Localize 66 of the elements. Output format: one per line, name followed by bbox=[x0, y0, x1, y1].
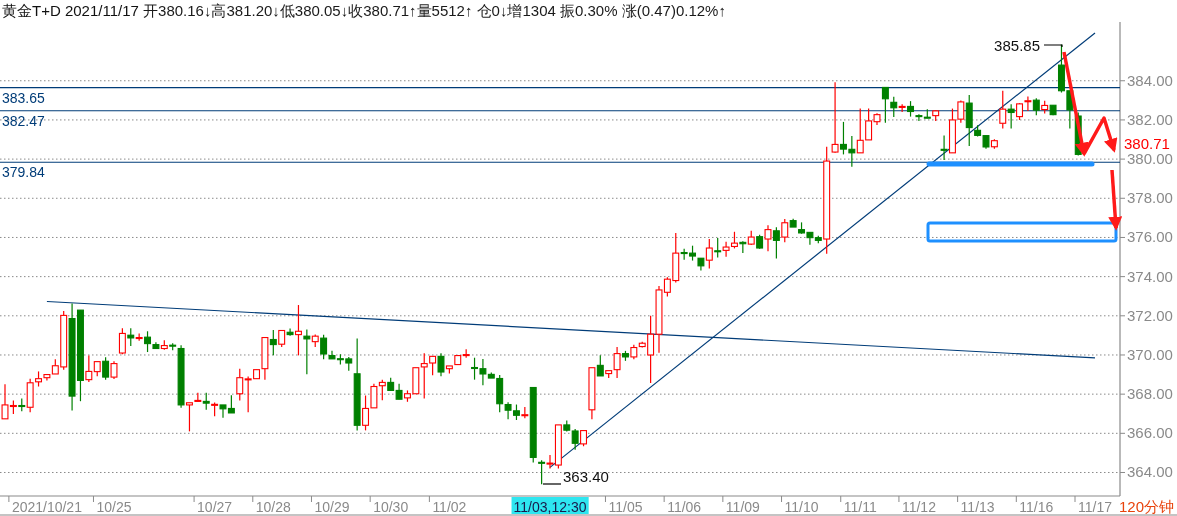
candlestick bbox=[1007, 103, 1015, 130]
candlestick bbox=[144, 330, 152, 353]
candlestick bbox=[764, 224, 772, 252]
y-tick-label: 378.00 bbox=[1127, 189, 1173, 207]
x-tick-label: 11/05 bbox=[608, 499, 643, 515]
annotation: 385.85 bbox=[994, 37, 1040, 54]
y-tick-label: 376.00 bbox=[1127, 228, 1173, 246]
y-tick-label: 366.00 bbox=[1127, 424, 1173, 442]
y-tick-label: 374.00 bbox=[1127, 267, 1173, 285]
candlestick bbox=[881, 86, 889, 124]
x-tick-label: 11/02 bbox=[432, 499, 467, 515]
y-tick-label: 364.00 bbox=[1127, 463, 1173, 481]
candlestick bbox=[85, 354, 93, 383]
candlestick bbox=[596, 354, 604, 377]
candlestick bbox=[236, 368, 244, 402]
candlestick bbox=[571, 428, 579, 451]
y-tick-label: 372.00 bbox=[1127, 306, 1173, 324]
text: 120分钟 bbox=[1118, 498, 1174, 515]
x-tick-label: 11/09 bbox=[725, 499, 761, 515]
y-tick-label: 384.00 bbox=[1127, 71, 1173, 89]
x-tick-label: 11/11 bbox=[843, 499, 877, 515]
y-tick-label: 382.00 bbox=[1127, 110, 1173, 128]
ref-line-label: 383.65 bbox=[2, 89, 46, 106]
candlestick bbox=[890, 96, 898, 118]
x-tick-label: 10/28 bbox=[255, 499, 292, 515]
x-tick-label: 10/25 bbox=[96, 499, 132, 515]
ref-line-label: 382.47 bbox=[2, 112, 46, 129]
x-tick-label: 11/17 bbox=[1078, 499, 1113, 515]
candlestick bbox=[915, 113, 923, 122]
x-tick-label: 11/13 bbox=[960, 499, 995, 515]
candlestick bbox=[294, 304, 302, 356]
candlestick bbox=[714, 237, 722, 259]
chart-subtitle: 开380.16↓高381.20↓低380.05↓收380.71↑量5512↑ 仓0↓增1304 振0.30% 涨(0.47)0.12%↑ bbox=[143, 2, 726, 19]
chart-title: 黄金T+D 2021/11/17 bbox=[2, 2, 144, 19]
candlestick bbox=[772, 226, 780, 260]
candlestick bbox=[999, 90, 1007, 130]
candlestick bbox=[102, 356, 110, 381]
candlestick bbox=[269, 329, 277, 356]
candlestick bbox=[940, 134, 948, 161]
x-tick-label: 11/10 bbox=[784, 499, 819, 515]
x-tick-label: 10/27 bbox=[197, 499, 233, 515]
annotation: 363.40 bbox=[563, 468, 609, 485]
candlestick bbox=[437, 352, 445, 377]
candlestick bbox=[303, 328, 311, 375]
candlestick bbox=[118, 327, 126, 355]
ref-line-label: 379.84 bbox=[2, 164, 46, 181]
x-tick-label: 10/30 bbox=[373, 499, 409, 515]
candlestick bbox=[320, 334, 328, 360]
candlestick bbox=[538, 459, 546, 485]
y-tick-label: 380.00 bbox=[1127, 150, 1173, 168]
y-tick-label: 370.00 bbox=[1127, 345, 1173, 363]
candlestick bbox=[378, 379, 386, 401]
x-tick-label: 11/16 bbox=[1019, 499, 1054, 515]
x-tick-label: 11/12 bbox=[901, 499, 937, 515]
candlestick bbox=[613, 346, 621, 379]
text: 380.71 bbox=[1124, 135, 1170, 152]
x-tick-label: 11/03,12:30 bbox=[513, 499, 587, 515]
candlestick bbox=[705, 238, 713, 270]
y-tick-label: 368.00 bbox=[1127, 385, 1173, 403]
x-tick-label: 11/06 bbox=[667, 499, 702, 515]
candlestick bbox=[831, 81, 839, 154]
candlestick bbox=[781, 218, 789, 243]
x-tick-label: 2021/10/21 bbox=[11, 499, 83, 515]
candlestick bbox=[1024, 95, 1032, 112]
candlestick bbox=[185, 402, 193, 432]
x-tick-label: 10/29 bbox=[314, 499, 350, 515]
